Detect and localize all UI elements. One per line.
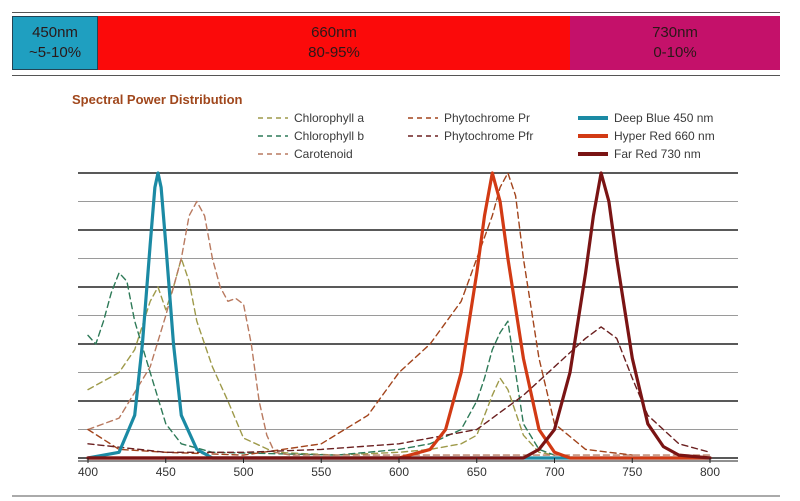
series-line-chlorophyll-b — [87, 272, 556, 456]
legend-item: Carotenoid — [258, 147, 353, 161]
series-line-carotenoid — [87, 200, 711, 456]
x-tick-label: 750 — [622, 465, 642, 479]
series-line-phytochrome-pfr — [87, 326, 711, 453]
chart-grid — [78, 172, 738, 459]
x-tick-label: 700 — [544, 465, 564, 479]
legend-label: Hyper Red 660 nm — [614, 129, 715, 143]
legend-label: Chlorophyll a — [294, 111, 364, 125]
series-line-far-red-730-nm — [86, 171, 712, 460]
series-line-hyper-red-660-nm — [86, 171, 712, 460]
legend-label: Phytochrome Pr — [444, 111, 530, 125]
legend-label: Phytochrome Pfr — [444, 129, 533, 143]
legend-item: Deep Blue 450 nm — [578, 111, 713, 125]
x-tick-label: 650 — [467, 465, 487, 479]
spectrum-band-strip: 450nm ~5-10% 660nm 80-95% 730nm 0-10% — [12, 12, 780, 76]
band-red: 660nm 80-95% — [98, 16, 570, 70]
band-blue-wavelength: 450nm — [32, 24, 78, 41]
series-line-deep-blue-450-nm — [86, 171, 712, 460]
x-tick-label: 600 — [389, 465, 409, 479]
legend-item: Hyper Red 660 nm — [578, 129, 715, 143]
band-red-wavelength: 660nm — [311, 24, 357, 41]
legend-label: Far Red 730 nm — [614, 147, 701, 161]
legend-item: Chlorophyll b — [258, 129, 364, 143]
legend-item: Chlorophyll a — [258, 111, 364, 125]
legend-label: Chlorophyll b — [294, 129, 364, 143]
x-axis: 400 450 500 550 600 650 700 750 800 — [12, 458, 780, 497]
series-line-chlorophyll-a — [87, 257, 556, 456]
band-red-share: 80-95% — [308, 44, 360, 61]
x-tick-label: 450 — [156, 465, 176, 479]
legend-label: Deep Blue 450 nm — [614, 111, 713, 125]
chart-legend: Chlorophyll a Chlorophyll b Carotenoid Phyt… — [258, 111, 715, 161]
chart-series-group — [86, 171, 712, 460]
x-tick-label: 400 — [78, 465, 98, 479]
x-tick-label: 550 — [311, 465, 331, 479]
legend-item: Far Red 730 nm — [578, 147, 701, 161]
legend-item: Phytochrome Pfr — [408, 129, 533, 143]
band-blue-share: ~5-10% — [28, 44, 82, 61]
chart-title: Spectral Power Distribution — [72, 92, 243, 107]
band-far-red: 730nm 0-10% — [570, 16, 780, 70]
band-far-red-wavelength: 730nm — [652, 24, 698, 41]
spectral-power-chart: Spectral Power Distribution Chlorophyll … — [12, 92, 780, 497]
x-tick-label: 500 — [233, 465, 253, 479]
legend-item: Phytochrome Pr — [408, 111, 530, 125]
band-blue: 450nm ~5-10% — [12, 16, 98, 70]
x-tick-label: 800 — [700, 465, 720, 479]
series-line-phytochrome-pr — [87, 172, 633, 456]
legend-label: Carotenoid — [294, 147, 353, 161]
band-far-red-share: 0-10% — [653, 44, 697, 61]
